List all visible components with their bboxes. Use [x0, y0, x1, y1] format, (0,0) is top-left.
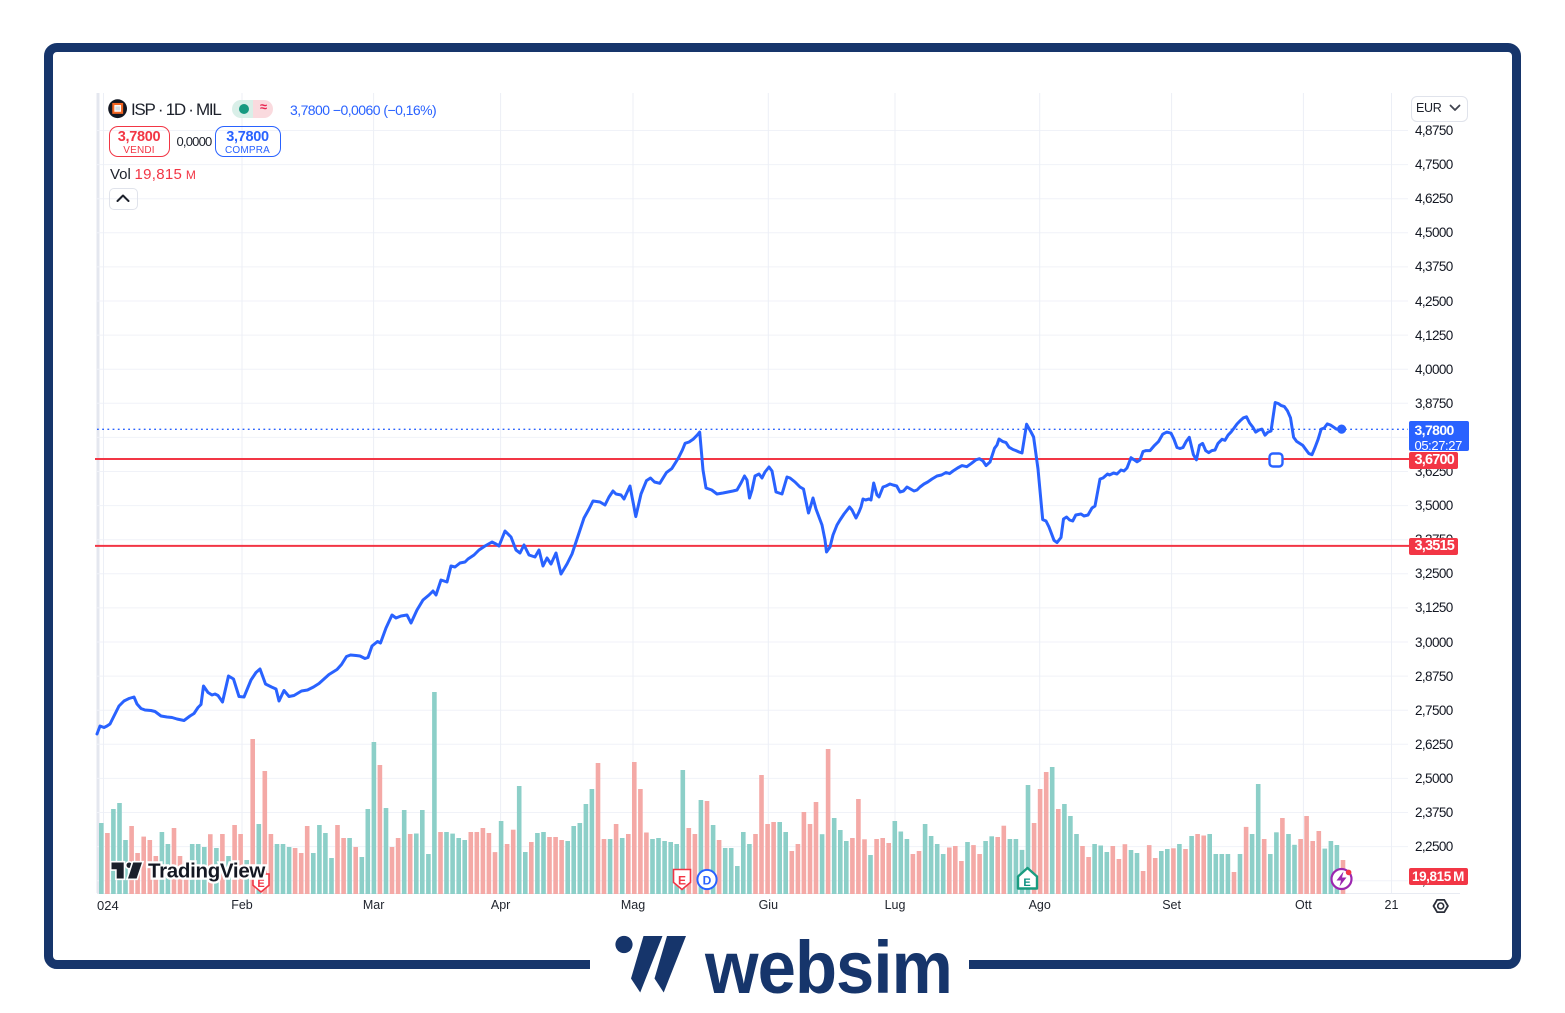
svg-text:E: E	[678, 874, 686, 888]
svg-text:E: E	[1023, 877, 1030, 889]
svg-text:D: D	[703, 874, 712, 888]
svg-text:E: E	[257, 878, 264, 890]
svg-text:TradingView: TradingView	[148, 860, 265, 883]
